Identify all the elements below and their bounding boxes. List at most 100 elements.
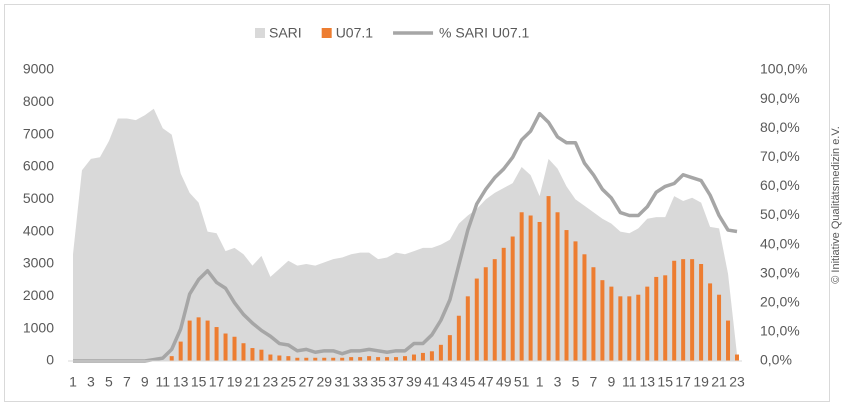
x-tick-label: 13 (173, 374, 189, 390)
bar (636, 294, 641, 361)
bar (645, 286, 650, 361)
y-tick-label: 2000 (23, 287, 54, 303)
x-tick-label: 5 (572, 374, 580, 390)
y2-tick-label: 30,0% (760, 264, 800, 280)
y2-tick-label: 40,0% (760, 235, 800, 251)
x-tick-label: 23 (729, 374, 745, 390)
bar (349, 357, 354, 361)
bar (411, 354, 416, 361)
x-tick-label: 47 (478, 374, 494, 390)
bar (456, 315, 461, 361)
x-tick-label: 33 (352, 374, 368, 390)
y-tick-label: 6000 (23, 158, 54, 174)
y2-tick-label: 60,0% (760, 177, 800, 193)
y2-tick-label: 100,0% (760, 61, 807, 77)
bar (501, 247, 506, 361)
x-tick-label: 45 (460, 374, 476, 390)
bar (690, 259, 695, 361)
bar (420, 352, 425, 361)
bar (394, 357, 399, 361)
x-tick-label: 11 (155, 374, 170, 390)
y-tick-label: 8000 (23, 93, 54, 109)
bar (385, 357, 390, 361)
x-tick-label: 19 (227, 374, 243, 390)
x-tick-label: 37 (388, 374, 404, 390)
bar (169, 356, 174, 361)
bar (672, 260, 677, 361)
bar (376, 357, 381, 361)
x-tick-label: 3 (87, 374, 95, 390)
bar (304, 357, 309, 361)
x-tick-label: 15 (191, 374, 207, 390)
bar (591, 267, 596, 361)
watermark: © Initiative Qualitätsmedizin e.V. (830, 126, 842, 284)
bar (537, 221, 542, 361)
bar (313, 357, 318, 361)
y2-tick-label: 80,0% (760, 119, 800, 135)
bar (196, 317, 201, 361)
bar (555, 212, 560, 361)
bar (277, 355, 282, 361)
bar (232, 336, 237, 361)
bar (429, 351, 434, 361)
x-tick-label: 27 (299, 374, 315, 390)
bar (367, 356, 372, 361)
y-tick-label: 9000 (23, 61, 54, 77)
x-tick-label: 17 (209, 374, 225, 390)
x-tick-label: 41 (424, 374, 440, 390)
bar (582, 254, 587, 361)
bar (726, 320, 731, 361)
x-tick-label: 43 (442, 374, 458, 390)
y-tick-label: 4000 (23, 222, 54, 238)
bar (250, 348, 255, 361)
bar (492, 259, 497, 361)
bar (528, 215, 533, 361)
x-tick-label: 13 (639, 374, 655, 390)
x-tick-label: 39 (406, 374, 422, 390)
bar (663, 275, 668, 361)
bar (546, 196, 551, 361)
y-tick-label: 0 (46, 352, 54, 368)
x-tick-label: 29 (316, 374, 332, 390)
y-tick-label: 7000 (23, 125, 54, 141)
bar (295, 357, 300, 361)
bar (573, 241, 578, 361)
area (73, 108, 737, 361)
bar (735, 354, 739, 361)
x-tick-label: 31 (334, 374, 350, 390)
y-tick-label: 5000 (23, 190, 54, 206)
x-tick-label: 49 (496, 374, 512, 390)
y2-tick-label: 70,0% (760, 148, 800, 164)
x-tick-label: 7 (123, 374, 131, 390)
x-tick-label: 23 (263, 374, 279, 390)
y2-tick-label: 10,0% (760, 323, 800, 339)
x-tick-label: 3 (554, 374, 562, 390)
bar (519, 212, 524, 361)
bar (447, 335, 452, 361)
bar (331, 357, 336, 361)
bar (510, 236, 515, 361)
legend-swatch (321, 28, 332, 38)
bar (322, 357, 327, 361)
y2-tick-label: 90,0% (760, 90, 800, 106)
bar (627, 296, 632, 361)
bar (465, 296, 470, 361)
bar (681, 259, 686, 361)
y2-tick-label: 20,0% (760, 294, 800, 310)
x-tick-label: 25 (281, 374, 297, 390)
bar (187, 320, 192, 361)
legend-label: % SARI U07.1 (439, 25, 529, 41)
x-tick-label: 21 (711, 374, 727, 390)
y2-tick-label: 50,0% (760, 206, 800, 222)
bar (223, 333, 228, 361)
x-tick-label: 35 (370, 374, 386, 390)
bar (654, 276, 659, 361)
bar (609, 286, 614, 361)
bar (358, 357, 363, 361)
y-tick-label: 1000 (23, 319, 54, 335)
bar (564, 230, 569, 361)
bar (708, 283, 713, 361)
legend-label: U07.1 (336, 25, 374, 41)
x-tick-label: 51 (514, 374, 530, 390)
